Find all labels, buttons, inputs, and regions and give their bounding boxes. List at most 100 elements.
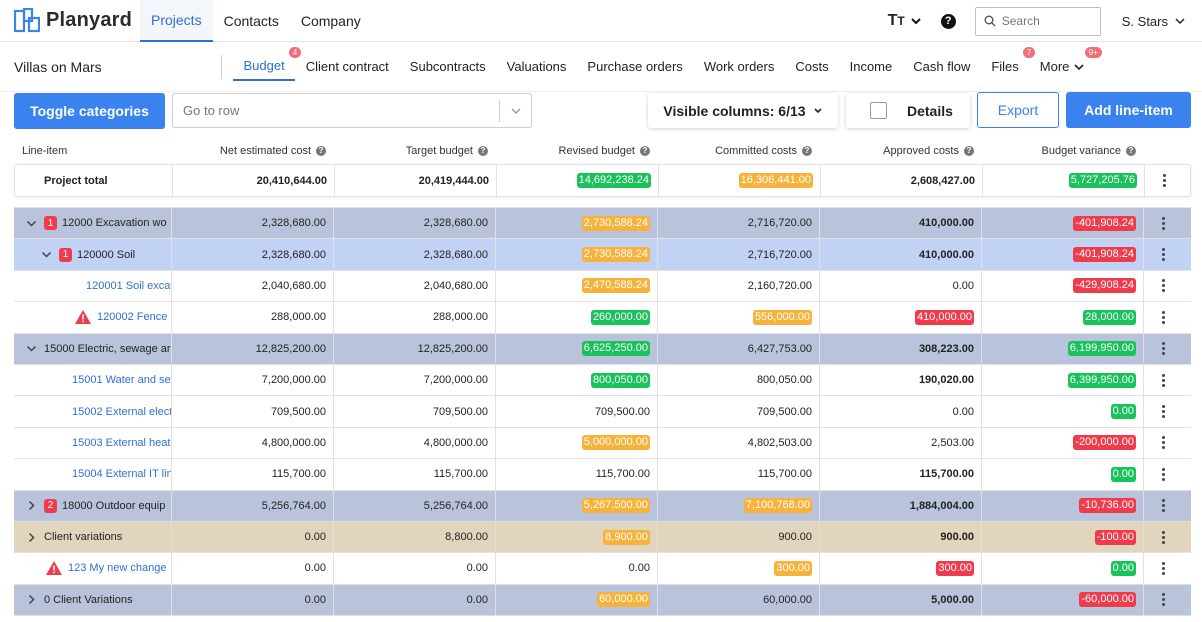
line-item-cell[interactable]: 15003 External heating (14, 427, 172, 459)
column-header[interactable]: Revised budget? (496, 145, 658, 157)
help-icon[interactable]: ? (1126, 146, 1136, 156)
row-menu-button[interactable] (1144, 428, 1182, 458)
row-menu-button[interactable] (1144, 522, 1182, 552)
chevron-right-icon[interactable] (26, 500, 37, 511)
tab-files[interactable]: Files 7 (981, 46, 1036, 81)
table-row[interactable]: 120002 Fence 288,000.00 288,000.00 260,000.… (14, 302, 1191, 334)
search-input[interactable]: Search (974, 6, 1101, 36)
tab-more[interactable]: More 9+ (1029, 46, 1102, 81)
table-row[interactable]: 15004 External IT lines 115,700.00 115,700… (14, 459, 1191, 491)
export-button[interactable]: Export (977, 92, 1059, 128)
line-item-cell[interactable]: Client variations (14, 521, 172, 553)
nav-contacts[interactable]: Contacts (223, 12, 279, 29)
help-icon[interactable]: ? (964, 146, 974, 156)
line-item-cell[interactable]: 15004 External IT lines (14, 459, 172, 490)
line-item-cell[interactable]: 123 My new change (14, 553, 172, 584)
column-header[interactable]: Budget variance? (982, 145, 1144, 157)
tab-costs[interactable]: Costs (785, 53, 839, 81)
line-item-cell[interactable]: 15001 Water and sewa (14, 364, 172, 396)
row-menu-button[interactable] (1144, 334, 1182, 364)
line-item-label[interactable]: 120001 Soil excava (86, 279, 171, 292)
table-row[interactable]: 15002 External electri 709,500.00 709,500.… (14, 396, 1191, 428)
help-icon[interactable]: ? (640, 146, 650, 156)
chevron-right-icon[interactable] (26, 594, 37, 605)
table-row[interactable]: Client variations 0.00 8,800.00 8,900.00 900… (14, 521, 1191, 554)
tab-work-orders[interactable]: Work orders (693, 53, 785, 81)
line-item-label[interactable]: 123 My new change (68, 562, 167, 575)
tab-purchase-orders[interactable]: Purchase orders (577, 53, 693, 81)
chevron-right-icon[interactable] (26, 532, 37, 543)
line-item-label[interactable]: 15003 External heating (72, 436, 171, 449)
value-cell: 2,040,680.00 (172, 270, 334, 302)
row-menu-button[interactable] (1144, 491, 1182, 521)
help-icon[interactable]: ? (940, 13, 956, 29)
line-item-cell[interactable]: 1 12000 Excavation wo (14, 208, 172, 239)
toggle-categories-button[interactable]: Toggle categories (14, 93, 165, 129)
column-header[interactable]: Line-item (14, 145, 172, 157)
row-menu-button[interactable] (1144, 459, 1182, 489)
line-item-label[interactable]: 120002 Fence (97, 311, 168, 324)
line-item-cell[interactable]: 15000 Electric, sewage ar (14, 333, 172, 364)
row-menu-button[interactable] (1144, 396, 1182, 426)
line-item-cell[interactable]: 2 18000 Outdoor equip (14, 490, 172, 521)
row-menu-button[interactable] (1144, 271, 1182, 301)
app-logo[interactable]: Planyard (14, 7, 140, 34)
user-menu[interactable]: S. Stars (1122, 14, 1186, 29)
line-item-cell[interactable]: 1 120000 Soil (14, 239, 172, 270)
table-row[interactable]: 0 Client Variations 0.00 0.00 60,000.00 60,0… (14, 584, 1191, 617)
row-menu-button[interactable] (1144, 365, 1182, 395)
line-item-cell[interactable]: 120001 Soil excava (14, 270, 172, 302)
line-item-cell[interactable]: 0 Client Variations (14, 584, 172, 616)
details-toggle[interactable]: Details (846, 93, 970, 128)
tab-label: Work orders (703, 59, 775, 74)
line-item-label[interactable]: 15002 External electri (72, 405, 172, 418)
row-menu-button[interactable] (1144, 239, 1182, 269)
row-menu-button[interactable] (1144, 553, 1182, 583)
line-item-cell[interactable]: 120002 Fence (14, 302, 172, 333)
row-menu-button[interactable] (1144, 208, 1182, 238)
value: 2,040,680.00 (423, 279, 488, 292)
go-to-row-select[interactable]: Go to row (172, 93, 532, 128)
table-row[interactable]: 123 My new change 0.00 0.00 0.00 300.00 300.0… (14, 553, 1191, 585)
chevron-down-icon[interactable] (26, 343, 37, 354)
tab-income[interactable]: Income (839, 53, 903, 81)
help-icon[interactable]: ? (478, 146, 488, 156)
chevron-down-icon[interactable] (26, 218, 37, 229)
table-row[interactable]: 120001 Soil excava 2,040,680.00 2,040,680.… (14, 270, 1191, 303)
line-item-label[interactable]: 15004 External IT lines (72, 468, 171, 481)
tab-valuations[interactable]: Valuations (496, 53, 577, 81)
table-row[interactable]: 2 18000 Outdoor equip 5,256,764.00 5,256,76… (14, 490, 1191, 522)
tab-client-contract[interactable]: Client contract (295, 53, 399, 81)
row-menu-button[interactable] (1145, 165, 1183, 196)
help-icon[interactable]: ? (802, 146, 812, 156)
line-item-label[interactable]: 15001 Water and sewa (72, 374, 171, 387)
table-row[interactable]: 15001 Water and sewa 7,200,000.00 7,200,00… (14, 364, 1191, 397)
table-row[interactable]: 15003 External heating 4,800,000.00 4,800,… (14, 427, 1191, 460)
table-row[interactable]: 15000 Electric, sewage ar 12,825,200.00 12… (14, 333, 1191, 365)
table-row[interactable]: 1 120000 Soil 2,328,680.00 2,328,680.00 2,73… (14, 239, 1191, 271)
status-value: 556,000.00 (752, 309, 812, 325)
add-line-item-button[interactable]: Add line-item (1066, 92, 1191, 128)
value: 5,256,764.00 (423, 499, 488, 512)
tab-cash-flow[interactable]: Cash flow (903, 53, 981, 81)
help-icon[interactable]: ? (316, 146, 326, 156)
visible-columns-button[interactable]: Visible columns: 6/13 (648, 93, 838, 128)
line-item-cell[interactable]: 15002 External electri (14, 396, 172, 427)
tab-budget[interactable]: Budget 4 (233, 46, 302, 81)
column-header[interactable]: Net estimated cost? (172, 145, 334, 157)
value: 709,500.00 (756, 405, 812, 418)
row-menu-button[interactable] (1144, 585, 1182, 615)
column-header[interactable]: Committed costs? (658, 145, 820, 157)
nav-projects[interactable]: Projects (140, 0, 213, 42)
dropdown-toggle[interactable] (499, 100, 531, 122)
tab-subcontracts[interactable]: Subcontracts (399, 53, 496, 81)
column-header[interactable]: Target budget? (334, 145, 496, 157)
chevron-down-icon[interactable] (41, 249, 52, 260)
nav-company[interactable]: Company (300, 12, 361, 29)
row-menu-button[interactable] (1144, 302, 1182, 332)
table-row[interactable]: 1 12000 Excavation wo 2,328,680.00 2,328,68… (14, 208, 1191, 240)
kebab-icon (1161, 216, 1165, 230)
column-header[interactable]: Approved costs? (820, 145, 982, 157)
details-checkbox[interactable] (870, 102, 887, 119)
